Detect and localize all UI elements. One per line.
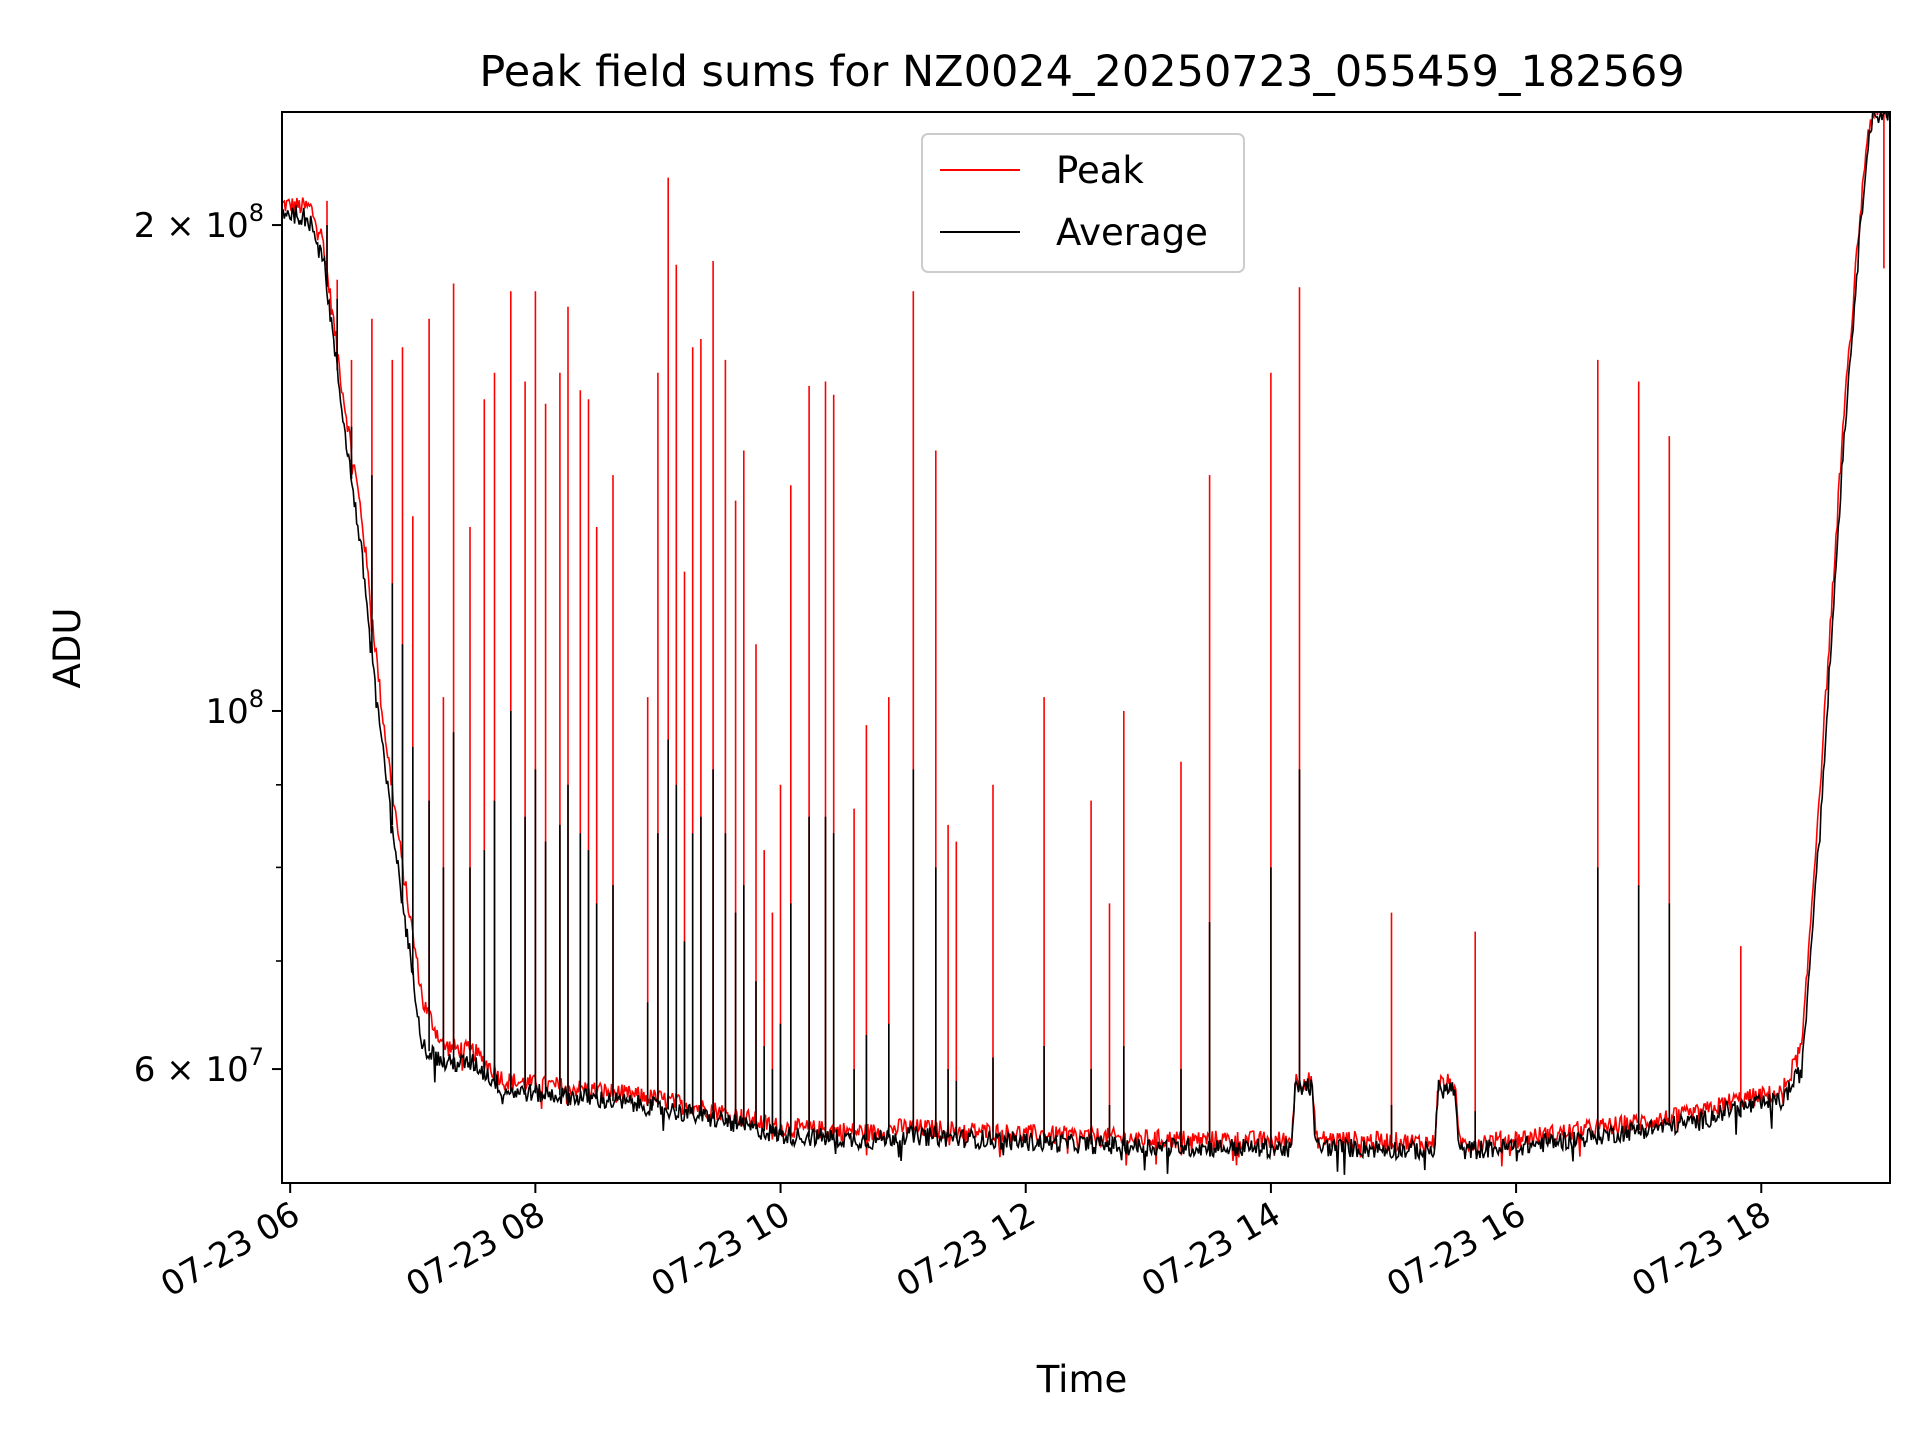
series-average — [282, 112, 1890, 1175]
y-tick-label: 108 — [205, 685, 264, 732]
legend: Peak Average — [921, 133, 1245, 273]
legend-box — [921, 133, 1245, 273]
y-tick-exponent: 8 — [249, 685, 264, 713]
legend-label-peak: Peak — [1056, 149, 1144, 192]
average-line — [282, 112, 1890, 1175]
y-tick-label: 2 × 108 — [134, 199, 264, 246]
y-tick-exponent: 8 — [249, 199, 264, 227]
y-tick-label: 6 × 107 — [134, 1043, 264, 1090]
plot-background — [282, 112, 1890, 1183]
plot-area — [282, 112, 1890, 1183]
y-axis-label: ADU — [46, 608, 89, 689]
y-tick-exponent: 7 — [249, 1043, 264, 1071]
axes-frame — [281, 111, 1891, 1184]
chart-title: Peak field sums for NZ0024_20250723_0554… — [479, 47, 1684, 97]
legend-label-average: Average — [1056, 211, 1208, 254]
x-axis-label: Time — [1036, 1358, 1128, 1401]
